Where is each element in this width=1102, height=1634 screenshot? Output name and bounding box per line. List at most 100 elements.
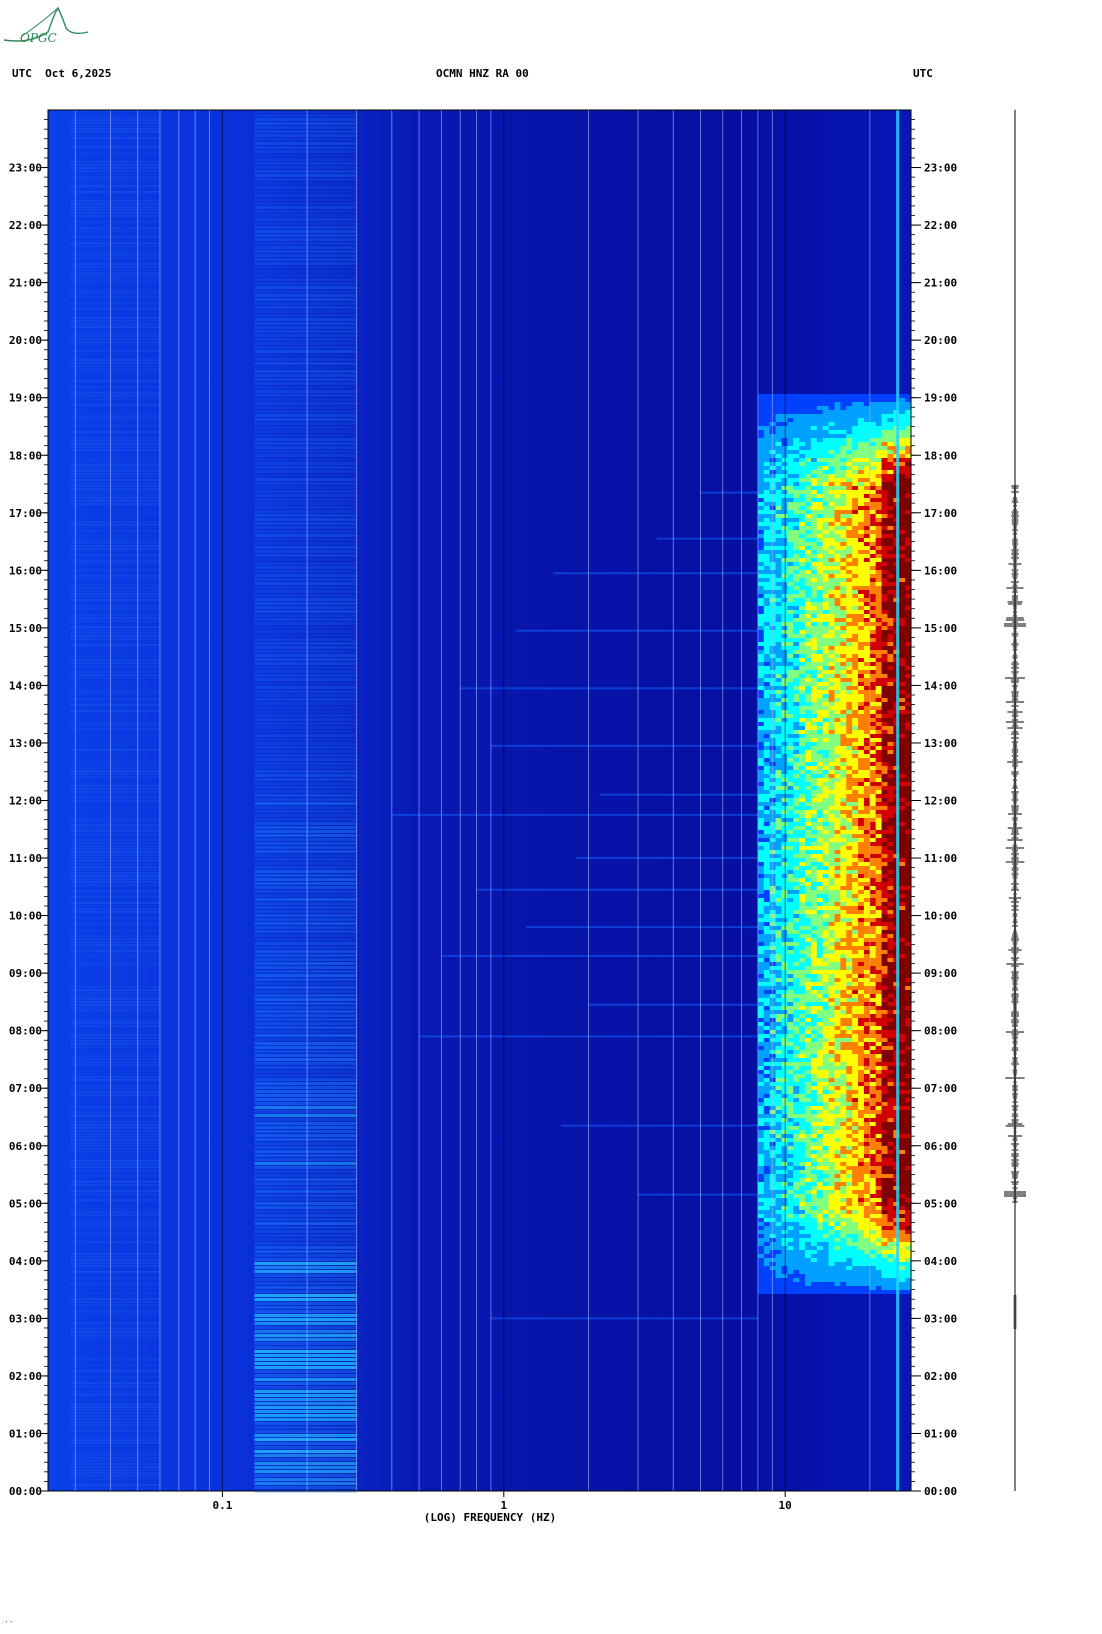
noise-cell bbox=[852, 914, 859, 918]
microseism-cell bbox=[254, 910, 357, 913]
microseism-cell bbox=[254, 882, 357, 885]
noise-cell bbox=[805, 1026, 812, 1030]
noise-cell bbox=[846, 718, 853, 722]
lowfreq-stripe bbox=[70, 323, 160, 325]
noise-cell bbox=[816, 950, 824, 954]
noise-cell bbox=[887, 538, 894, 542]
noise-cell bbox=[875, 862, 883, 866]
noise-cell bbox=[799, 1030, 806, 1034]
noise-cell bbox=[875, 850, 883, 854]
noise-cell bbox=[799, 558, 806, 562]
noise-cell bbox=[787, 642, 794, 646]
lowfreq-stripe bbox=[70, 1301, 160, 1303]
noise-cell bbox=[799, 634, 806, 638]
noise-cell bbox=[869, 954, 877, 958]
noise-cell bbox=[769, 482, 777, 486]
noise-cell bbox=[793, 822, 800, 826]
lowfreq-stripe bbox=[70, 1298, 160, 1300]
lowfreq-stripe bbox=[70, 989, 160, 991]
noise-cell bbox=[905, 802, 912, 806]
noise-cell bbox=[852, 442, 859, 446]
noise-cell bbox=[787, 430, 794, 434]
noise-cell bbox=[858, 598, 865, 602]
noise-cell bbox=[816, 514, 824, 518]
noise-cell bbox=[757, 714, 765, 718]
noise-cell bbox=[822, 730, 830, 734]
noise-cell bbox=[799, 454, 806, 458]
noise-cell bbox=[887, 454, 894, 458]
noise-cell bbox=[805, 890, 812, 894]
noise-cell bbox=[875, 538, 883, 542]
noise-cell bbox=[887, 438, 894, 442]
noise-cell bbox=[863, 866, 871, 870]
noise-cell bbox=[875, 1002, 883, 1006]
noise-cell bbox=[763, 750, 771, 754]
noise-cell bbox=[816, 494, 824, 498]
noise-cell bbox=[822, 402, 830, 406]
microseism-cell bbox=[254, 1082, 357, 1085]
noise-cell bbox=[905, 538, 912, 542]
noise-cell bbox=[840, 406, 847, 410]
noise-cell bbox=[775, 598, 782, 602]
noise-cell bbox=[810, 514, 818, 518]
noise-cell bbox=[816, 778, 824, 782]
noise-cell bbox=[834, 926, 841, 930]
noise-cell bbox=[834, 458, 841, 462]
noise-cell bbox=[828, 734, 835, 738]
noise-cell bbox=[799, 890, 806, 894]
noise-cell bbox=[799, 882, 806, 886]
noise-cell bbox=[869, 794, 877, 798]
noise-cell bbox=[775, 890, 782, 894]
noise-cell bbox=[869, 570, 877, 574]
noise-cell bbox=[763, 678, 771, 682]
noise-cell bbox=[840, 418, 847, 422]
noise-cell bbox=[763, 526, 771, 530]
noise-cell bbox=[863, 790, 871, 794]
lowfreq-stripe bbox=[70, 1022, 160, 1024]
noise-cell bbox=[869, 638, 877, 642]
noise-cell bbox=[858, 406, 865, 410]
noise-cell bbox=[875, 570, 883, 574]
noise-cell bbox=[887, 762, 894, 766]
noise-cell bbox=[781, 914, 788, 918]
noise-cell bbox=[887, 582, 894, 586]
noise-cell bbox=[757, 510, 765, 514]
noise-cell bbox=[863, 722, 871, 726]
noise-cell bbox=[905, 874, 912, 878]
noise-cell bbox=[763, 810, 771, 814]
noise-cell bbox=[822, 526, 830, 530]
noise-cell bbox=[846, 586, 853, 590]
noise-cell bbox=[846, 462, 853, 466]
noise-cell bbox=[846, 598, 853, 602]
noise-cell bbox=[816, 762, 824, 766]
noise-cell bbox=[852, 794, 859, 798]
noise-cell bbox=[787, 646, 794, 650]
noise-cell bbox=[834, 962, 841, 966]
noise-cell bbox=[875, 686, 883, 690]
noise-cell bbox=[769, 1034, 777, 1038]
noise-cell bbox=[834, 1034, 841, 1038]
noise-cell bbox=[858, 518, 865, 522]
noise-cell bbox=[863, 1006, 871, 1010]
noise-cell bbox=[793, 818, 800, 822]
noise-cell bbox=[840, 1018, 847, 1022]
noise-cell bbox=[822, 686, 830, 690]
lowfreq-stripe bbox=[70, 1391, 160, 1393]
microseism-cell bbox=[254, 1242, 357, 1245]
noise-cell bbox=[805, 614, 812, 618]
noise-cell bbox=[787, 862, 794, 866]
noise-cell bbox=[793, 414, 800, 418]
noise-cell bbox=[775, 718, 782, 722]
noise-cell bbox=[763, 994, 771, 998]
noise-cell bbox=[805, 770, 812, 774]
noise-cell bbox=[810, 1014, 818, 1018]
noise-cell bbox=[828, 586, 835, 590]
noise-cell bbox=[763, 738, 771, 742]
noise-cell bbox=[805, 754, 812, 758]
noise-cell bbox=[828, 706, 835, 710]
noise-cell bbox=[899, 970, 906, 974]
lowfreq-stripe bbox=[70, 956, 160, 958]
lowfreq-stripe bbox=[70, 1193, 160, 1195]
noise-cell bbox=[858, 930, 865, 934]
